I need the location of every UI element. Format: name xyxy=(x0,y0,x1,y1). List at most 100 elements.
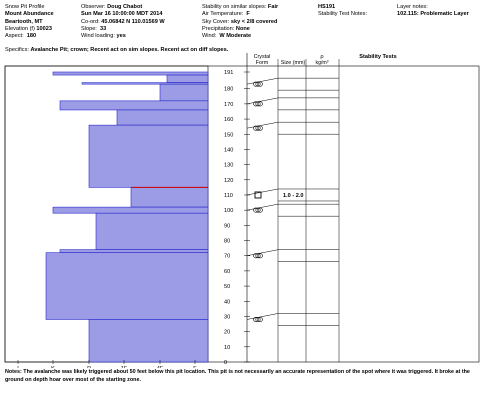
hardness-tick-label: P xyxy=(87,366,91,368)
elevation-row: Elevation (f) 10023 xyxy=(5,26,54,33)
stability-test-notes-label: Stability Test Notes: xyxy=(318,11,368,18)
size-header: Size (mm) xyxy=(281,60,306,66)
sky-value: sky < 2/8 covered xyxy=(230,18,278,25)
location-name: Mount Abundance xyxy=(5,11,54,18)
sky-label: Sky Cover: xyxy=(202,18,230,25)
rounds-icon xyxy=(253,125,263,131)
depth-tick-label: 80 xyxy=(224,239,230,245)
header-col-site: Snow Pit Profile Mount Abundance Beartoo… xyxy=(5,4,54,40)
aspect-value: 180 xyxy=(26,33,37,40)
hardness-tick-label: F xyxy=(193,366,197,368)
row-connector xyxy=(246,203,279,211)
wind-label: Wind: xyxy=(202,33,217,40)
row-connector xyxy=(246,121,279,129)
depth-tick-label: 140 xyxy=(224,147,233,153)
hardness-layer-bar xyxy=(159,83,209,102)
elevation-label: Elevation (f) xyxy=(5,25,35,32)
density-header: ρ xyxy=(320,54,323,60)
specifics-value: Avalanche Pit; crown; Recent act on sim … xyxy=(30,47,229,53)
header-col-hs: HS191 Stability Test Notes: xyxy=(318,4,367,19)
snow-profile-chart: 0 10 20 30 40 50 60 70 80 90 100 110 120 130 140 150 160… xyxy=(4,53,480,368)
hardness-layer-bar xyxy=(95,212,209,250)
depth-tick-label: 160 xyxy=(224,117,233,123)
aspect-row: Aspect: 180 xyxy=(5,33,54,40)
hardness-layer-bar xyxy=(59,100,209,111)
wind-value: W Moderate xyxy=(219,33,252,40)
wind-loading-row: Wind loading: yes xyxy=(81,33,165,40)
sky-row: Sky Cover: sky < 2/8 covered xyxy=(202,19,278,26)
depth-tick-label: 40 xyxy=(224,299,230,305)
profile-title: Snow Pit Profile xyxy=(5,4,45,10)
row-connector xyxy=(246,77,279,85)
header-col-observer: Observer: Doug Chabot Sun Mar 16 10:00:0… xyxy=(81,4,165,40)
row-connector xyxy=(246,313,279,320)
hardness-tick-label: I xyxy=(17,366,19,368)
depth-tick-label: 10 xyxy=(224,345,230,351)
rounds-icon xyxy=(253,253,263,259)
rounds-icon xyxy=(253,101,263,107)
row-connector xyxy=(246,97,279,105)
density-unit: kg/m³ xyxy=(316,60,329,66)
hardness-layer-bar xyxy=(116,109,209,126)
snow-height: HS191 xyxy=(318,4,336,10)
notes-label: Notes: xyxy=(5,369,22,375)
hardness-tick-label: K xyxy=(51,366,55,368)
depth-tick-label: 50 xyxy=(224,284,230,290)
header-col-layer-notes: Layer notes: 102.115: Problematic Layer xyxy=(397,4,469,19)
crystal-header: Crystal xyxy=(254,54,271,60)
depth-tick-label: 100 xyxy=(224,208,233,214)
coords-value: 45.06842 N 110.01569 W xyxy=(101,18,165,25)
wind-row: Wind: W Moderate xyxy=(202,33,278,40)
notes-text: The avalanche was likely triggered about… xyxy=(5,369,470,384)
form-header: Form xyxy=(256,60,269,66)
stability-row: Stability on similar slopes: Fair xyxy=(202,4,278,11)
hardness-layer-bar xyxy=(166,74,209,83)
air-temp-row: Air Temperature: F xyxy=(202,11,278,18)
air-temp-label: Air Temperature: xyxy=(202,11,244,18)
depth-tick-label: 70 xyxy=(224,254,230,260)
stability-value: Fair xyxy=(267,4,279,10)
header-col-conditions: Stability on similar slopes: Fair Air Te… xyxy=(202,4,278,40)
depth-tick-label: 30 xyxy=(224,314,230,320)
precip-label: Precipitation: xyxy=(202,25,235,32)
wind-loading-label: Wind loading: xyxy=(81,33,115,40)
notes-block: Notes: The avalanche was likely triggere… xyxy=(5,368,475,384)
faceted-icon xyxy=(254,191,262,199)
layer-notes-value: 102.115: Problematic Layer xyxy=(397,11,469,18)
specifics-label: Specifics: xyxy=(5,47,29,53)
slope-value: 33 xyxy=(99,25,107,32)
depth-tick-label: 0 xyxy=(224,360,227,366)
observer-label: Observer: xyxy=(81,4,106,10)
grain-size-value: 1.0 - 2.0 xyxy=(283,193,304,199)
slope-label: Slope: xyxy=(81,25,97,32)
row-connector xyxy=(246,188,279,196)
rounds-icon xyxy=(253,316,263,322)
depth-tick-label: 120 xyxy=(224,178,233,184)
stability-tests-header: Stability Tests xyxy=(359,54,397,60)
depth-tick-label: 90 xyxy=(224,223,230,229)
hardness-tick-label: 1F xyxy=(121,366,128,368)
air-temp-value: F xyxy=(246,11,250,18)
depth-tick-label: 60 xyxy=(224,269,230,275)
observer-row: Observer: Doug Chabot xyxy=(81,4,165,11)
datetime: Sun Mar 16 10:00:00 MDT 2014 xyxy=(81,11,163,18)
layer-notes-label: Layer notes: xyxy=(397,4,428,10)
hardness-tick-label: 4F xyxy=(157,366,164,368)
wind-loading-value: yes xyxy=(116,33,126,40)
hardness-layer-bar xyxy=(88,319,209,363)
rounds-icon xyxy=(253,207,263,213)
rounds-icon xyxy=(253,81,263,87)
hardness-layer-bar xyxy=(81,82,209,85)
observer-value: Doug Chabot xyxy=(107,4,143,10)
slope-row: Slope: 33 xyxy=(81,26,165,33)
hardness-layer-bar xyxy=(59,249,209,253)
pit-header: Snow Pit Profile Mount Abundance Beartoo… xyxy=(5,4,477,54)
hardness-layer-bar xyxy=(130,187,209,208)
coords-row: Co-ord: 45.06842 N 110.01569 W xyxy=(81,19,165,26)
specifics-row: Specifics: Avalanche Pit; crown; Recent … xyxy=(5,47,228,53)
hardness-layer-bar xyxy=(45,252,209,320)
region-name: Beartooth, MT xyxy=(5,18,43,25)
precip-row: Precipitation: None xyxy=(202,26,278,33)
depth-tick-label: 130 xyxy=(224,163,233,169)
precip-value: None xyxy=(235,25,250,32)
